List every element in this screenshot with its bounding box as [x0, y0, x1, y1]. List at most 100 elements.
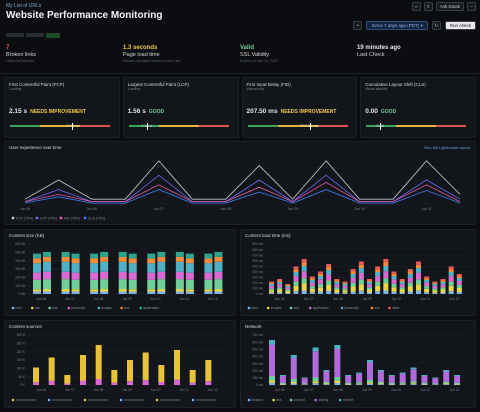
metric-subtitle: Visual stability: [365, 87, 388, 91]
breadcrumb[interactable]: My List of URLs: [6, 3, 42, 9]
bar-segment: [421, 376, 428, 383]
bar-segment: [157, 279, 166, 290]
bar-segment: [118, 251, 127, 257]
bar-segment: [334, 280, 340, 282]
y-tick-label: 400 kB: [15, 259, 25, 263]
y-tick-label: 700 ms: [253, 253, 264, 257]
x-tick-label: Jun 11: [421, 207, 431, 211]
bar-segment: [293, 276, 299, 282]
bar-segment: [147, 272, 156, 280]
bar-segment: [421, 384, 428, 385]
filter-chip[interactable]: [26, 33, 44, 37]
legend-label: application: [143, 306, 159, 310]
bar-segment: [301, 259, 307, 263]
bar-segment: [269, 290, 274, 293]
bell-icon[interactable]: •: [353, 21, 363, 30]
legend-dot: [11, 398, 15, 402]
bar-segment: [128, 258, 137, 264]
share-icon[interactable]: ⇪: [423, 2, 433, 11]
bar-segment: [100, 251, 109, 257]
bar-segment: [345, 383, 352, 384]
y-tick-label: 300 ms: [253, 362, 264, 366]
bar-segment: [269, 282, 274, 284]
bar-segment: [309, 276, 315, 279]
star-icon[interactable]: ☆: [411, 2, 421, 11]
legend-label: images: [271, 306, 282, 310]
bar-segment: [334, 345, 341, 349]
bar-segment: [90, 272, 99, 280]
bar-segment: [277, 287, 283, 290]
lighthouse-link[interactable]: Run full Lighthouse report: [424, 145, 470, 150]
bar-segment: [345, 384, 352, 385]
x-tick-label: Jun 11: [179, 388, 189, 392]
bar-segment: [71, 258, 80, 264]
metric-card[interactable]: Cumulative Layout Shift (CLS) Visual stab…: [360, 77, 476, 138]
bar-segment: [214, 289, 223, 292]
legend-dot: [314, 398, 317, 402]
bar-segment: [318, 291, 323, 294]
ask-button[interactable]: Ask Dinak: [435, 2, 464, 11]
series-line: [24, 181, 461, 203]
metric-number: 1.56 s: [127, 108, 146, 115]
bar: [158, 382, 165, 385]
bar-segment: [367, 362, 373, 380]
bar-segment: [391, 276, 397, 280]
x-tick-label: Jun 09: [362, 388, 372, 392]
x-tick-label: Jun 09: [287, 207, 298, 211]
run-check-button[interactable]: Run check: [444, 21, 476, 30]
bar-segment: [416, 272, 421, 280]
bar: [174, 379, 180, 385]
bar-segment: [416, 261, 421, 265]
metric-card[interactable]: First Contentful Paint (FCP) Loading 2.15 …: [4, 77, 120, 138]
filter-chip[interactable]: [6, 33, 24, 37]
x-tick-label: Jun 08: [333, 388, 343, 392]
bar-segment: [33, 279, 41, 290]
bar-segment: [432, 383, 439, 385]
more-icon[interactable]: ⋯: [467, 2, 476, 11]
bar-segment: [432, 288, 438, 291]
refresh-icon[interactable]: ↻: [431, 21, 441, 30]
bar-segment: [100, 289, 109, 292]
bar-segment: [399, 282, 405, 285]
bar-segment: [454, 384, 461, 385]
bar-segment: [185, 253, 194, 259]
bar-segment: [293, 281, 299, 286]
bar-segment: [293, 272, 299, 277]
bar-segment: [424, 280, 430, 283]
bar-segment: [440, 279, 446, 281]
bar-segment: [309, 288, 315, 293]
bar-segment: [377, 384, 384, 385]
metric-card[interactable]: First Input Delay (FID) Interactivity 207.…: [241, 77, 358, 138]
bar-segment: [147, 258, 156, 264]
summary-sub: Links that fail auth: [6, 59, 35, 63]
bar-segment: [279, 375, 286, 376]
bar-segment: [33, 253, 41, 259]
bar-segment: [277, 282, 283, 285]
summary-label: Last Check: [357, 52, 385, 58]
filter-bar: [6, 33, 60, 38]
bar-segment: [118, 261, 127, 272]
bar-segment: [33, 272, 41, 280]
bar-segment: [399, 382, 406, 384]
metric-number: 2.15 s: [9, 108, 28, 115]
bar-segment: [424, 282, 430, 287]
bar-segment: [448, 272, 454, 277]
y-tick-label: 600 ms: [253, 340, 264, 344]
bar-segment: [269, 344, 275, 376]
time-range-select[interactable]: Since 7 days ago (PDT) ▾: [366, 21, 428, 30]
y-tick-label: 250 K: [17, 342, 26, 346]
metric-card[interactable]: Largest Contentful Paint (LCP) Loading 1.5…: [122, 77, 239, 138]
x-tick-label: Jun 08: [333, 297, 343, 301]
legend-dot: [370, 306, 374, 310]
bar-segment: [293, 269, 299, 272]
filter-chip-active[interactable]: [46, 33, 60, 38]
bar-segment: [440, 292, 446, 294]
bar-segment: [432, 281, 438, 283]
bar-segment: [367, 284, 372, 288]
bar-segment: [279, 383, 286, 384]
bar-segment: [43, 291, 51, 294]
legend-dot: [247, 398, 251, 402]
bar-segment: [388, 375, 395, 376]
bar-segment: [440, 289, 446, 293]
